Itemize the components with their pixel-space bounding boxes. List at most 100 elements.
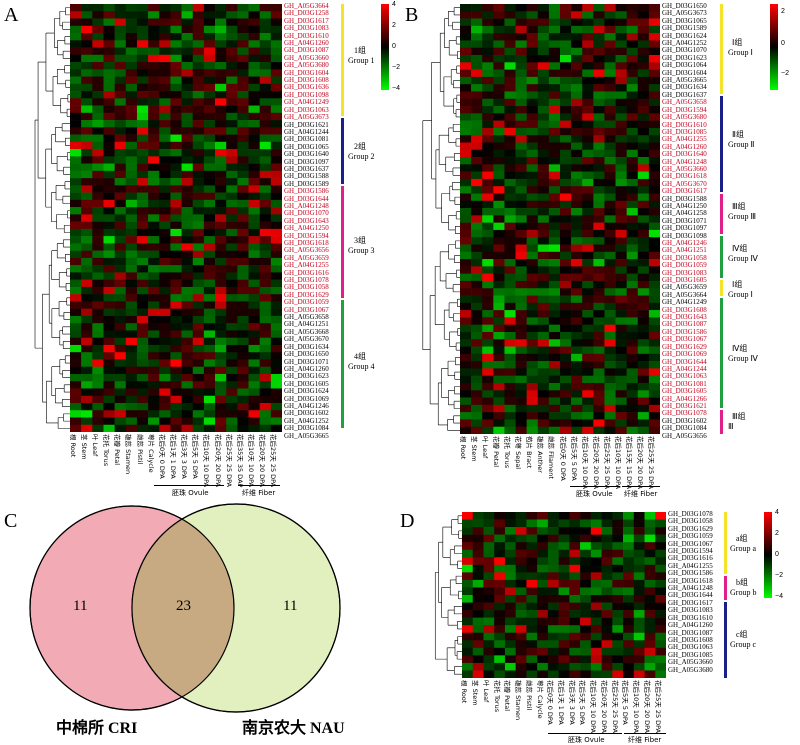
heatmap-cell bbox=[81, 141, 93, 150]
heatmap-cell bbox=[537, 142, 550, 151]
heatmap-cell bbox=[483, 572, 495, 581]
heatmap-cell bbox=[192, 402, 205, 411]
heatmap-cell bbox=[623, 512, 635, 520]
heatmap-cell bbox=[633, 587, 645, 596]
heatmap-cell bbox=[170, 91, 182, 99]
heatmap-cell bbox=[92, 257, 104, 266]
heatmap-cell bbox=[582, 259, 594, 267]
heatmap-cell bbox=[259, 25, 272, 34]
heatmap-cell bbox=[615, 40, 627, 49]
heatmap-cell bbox=[615, 164, 627, 172]
heatmap-cell bbox=[582, 412, 594, 420]
heatmap-cell bbox=[526, 135, 539, 143]
heatmap-cell bbox=[81, 105, 93, 114]
heatmap-cell bbox=[504, 47, 516, 56]
heatmap-cell bbox=[504, 610, 516, 618]
heatmap-cell bbox=[504, 113, 516, 121]
heatmap-cell bbox=[259, 76, 272, 85]
heatmap-cell bbox=[215, 47, 227, 56]
gene-label: GH_A05G3656 bbox=[662, 431, 707, 440]
heatmap-cell bbox=[460, 200, 472, 209]
heatmap-cell bbox=[259, 352, 272, 360]
heatmap-cell bbox=[70, 83, 82, 92]
heatmap-cell bbox=[537, 572, 549, 581]
heatmap-cell bbox=[482, 346, 494, 355]
gene-label: GH_D03G1098 bbox=[662, 231, 707, 240]
heatmap-cell bbox=[460, 280, 472, 289]
heatmap-cell bbox=[471, 113, 483, 121]
heatmap-cell bbox=[215, 294, 227, 302]
heatmap-cell bbox=[623, 527, 635, 535]
heatmap-cell bbox=[70, 373, 82, 382]
heatmap-cell bbox=[593, 157, 605, 165]
heatmap-cell bbox=[259, 47, 272, 56]
heatmap-cell bbox=[537, 91, 550, 100]
heatmap-cell bbox=[482, 55, 494, 63]
heatmap-cell bbox=[471, 412, 483, 420]
gene-label: GH_A05G3664 bbox=[284, 2, 329, 10]
heatmap-cell bbox=[248, 323, 260, 331]
heatmap-cell bbox=[582, 390, 594, 398]
heatmap-cell bbox=[504, 288, 516, 296]
heatmap-cell bbox=[548, 368, 561, 376]
heatmap-cell bbox=[92, 221, 104, 230]
heatmap-cell bbox=[226, 257, 238, 266]
heatmap-cell bbox=[494, 587, 506, 596]
panel-b-group1-label: Ⅰ组 Group Ⅰ bbox=[728, 38, 753, 58]
heatmap-cell bbox=[81, 199, 93, 208]
heatmap-cell bbox=[237, 344, 249, 353]
heatmap-cell bbox=[237, 265, 249, 273]
heatmap-cell bbox=[593, 346, 605, 355]
heatmap-cell bbox=[259, 120, 272, 128]
heatmap-cell bbox=[460, 259, 472, 267]
heatmap-cell bbox=[136, 11, 149, 19]
heatmap-cell bbox=[637, 84, 650, 92]
heatmap-cell bbox=[515, 647, 527, 656]
heatmap-cell bbox=[582, 164, 594, 172]
heatmap-cell bbox=[582, 331, 594, 340]
heatmap-cell bbox=[471, 135, 483, 143]
heatmap-cell bbox=[626, 25, 639, 34]
heatmap-cell bbox=[515, 237, 527, 245]
heatmap-cell bbox=[159, 279, 171, 288]
heatmap-cell bbox=[580, 617, 592, 626]
heatmap-cell bbox=[655, 610, 666, 618]
heatmap-cell bbox=[648, 55, 660, 63]
heatmap-cell bbox=[504, 397, 516, 406]
heatmap-cell bbox=[136, 163, 149, 172]
heatmap-cell bbox=[103, 308, 115, 317]
panel-a-group4-bar bbox=[341, 300, 344, 428]
heatmap-cell bbox=[226, 47, 238, 56]
heatmap-cell bbox=[136, 134, 149, 143]
heatmap-cell bbox=[504, 404, 516, 413]
heatmap-cell bbox=[493, 120, 505, 129]
heatmap-cell bbox=[270, 192, 282, 201]
gene-label: GH_A05G3665 bbox=[284, 431, 329, 440]
heatmap-cell bbox=[170, 178, 182, 186]
heatmap-cell bbox=[226, 373, 238, 382]
heatmap-cell bbox=[237, 279, 249, 288]
heatmap-cell bbox=[136, 221, 149, 230]
heatmap-cell bbox=[159, 127, 171, 135]
heatmap-cell bbox=[237, 373, 249, 382]
heatmap-cell bbox=[560, 40, 572, 49]
column-label: 花后5天 5 DPA bbox=[578, 680, 587, 725]
heatmap-cell bbox=[460, 193, 472, 202]
heatmap-cell bbox=[70, 11, 82, 19]
heatmap-cell bbox=[515, 587, 527, 596]
heatmap-cell bbox=[504, 617, 516, 626]
heatmap-cell bbox=[226, 40, 238, 48]
heatmap-cell bbox=[648, 382, 660, 391]
heatmap-cell bbox=[615, 382, 627, 391]
heatmap-cell bbox=[593, 40, 605, 49]
heatmap-cell bbox=[203, 54, 216, 63]
heatmap-cell bbox=[623, 655, 635, 664]
heatmap-cell bbox=[615, 244, 627, 253]
heatmap-cell bbox=[192, 62, 205, 70]
heatmap-cell bbox=[560, 69, 572, 78]
heatmap-cell bbox=[81, 373, 93, 382]
column-label: 花瓣 Petal bbox=[491, 436, 500, 468]
heatmap-cell bbox=[548, 295, 561, 304]
group-cn: b组 bbox=[736, 578, 748, 587]
heatmap-cell bbox=[604, 11, 616, 19]
